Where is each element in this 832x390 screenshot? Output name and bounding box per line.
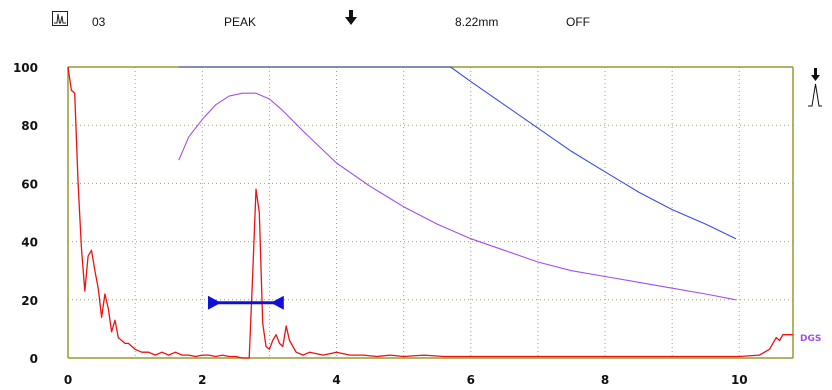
gate-start-marker — [207, 295, 221, 310]
down-arrow-icon — [345, 10, 357, 29]
y-tick-label: 0 — [30, 352, 38, 366]
x-tick-label: 6 — [467, 373, 475, 387]
y-tick-label: 60 — [21, 177, 38, 191]
x-tick-label: 2 — [198, 373, 206, 387]
y-tick-label: 20 — [21, 294, 38, 308]
y-tick-label: 80 — [21, 119, 38, 133]
plot-frame — [67, 66, 794, 359]
measurement-readout: 8.22mm — [455, 15, 499, 29]
channel-number: 03 — [92, 15, 106, 29]
dgs-lower-curve — [178, 92, 737, 301]
dgs-upper-curve — [178, 66, 737, 240]
series — [67, 66, 793, 359]
x-tick-label: 0 — [64, 373, 72, 387]
x-tick-label: 8 — [601, 373, 609, 387]
dgs-label: DGS — [800, 334, 821, 344]
reject-status: OFF — [566, 15, 590, 29]
x-tick-label: 4 — [332, 373, 340, 387]
gate[interactable] — [207, 295, 284, 310]
x-tick-label: 10 — [731, 373, 748, 387]
echo-curve — [67, 66, 793, 359]
gate-marker-icon — [807, 68, 823, 112]
grid — [68, 67, 793, 358]
gate-end-marker — [270, 295, 284, 310]
rf-pulse-icon — [52, 11, 68, 29]
y-axis-ticks: 100 80 60 40 20 0 — [13, 61, 38, 366]
y-tick-label: 40 — [21, 236, 38, 250]
detect-mode: PEAK — [224, 15, 257, 29]
y-tick-label: 100 — [13, 61, 38, 75]
x-axis-ticks: 0 2 4 6 8 10 — [64, 373, 748, 387]
